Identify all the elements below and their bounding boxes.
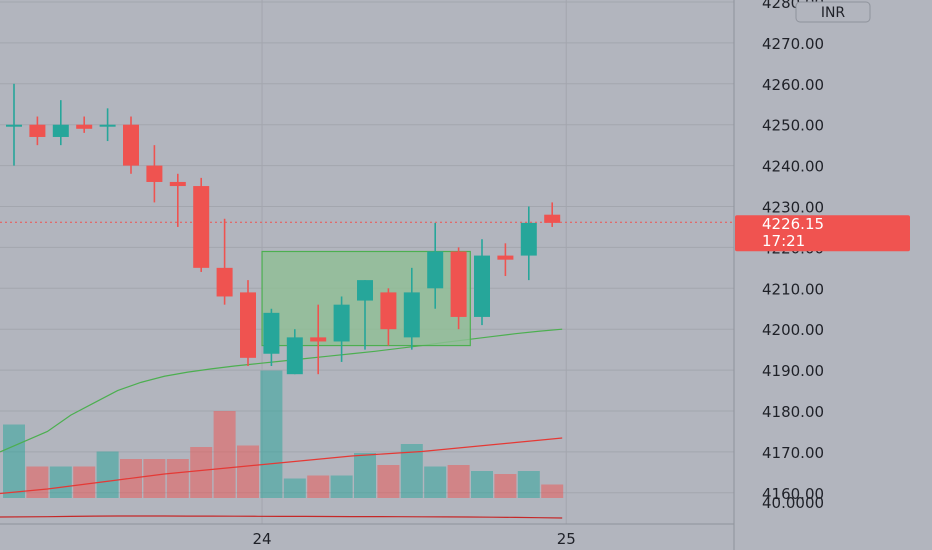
volume-bar	[96, 451, 119, 498]
volume-bar	[354, 453, 376, 498]
volume-moving-average-line	[0, 437, 563, 495]
last-price-badge	[735, 215, 910, 252]
candle-body	[544, 214, 561, 223]
candle-body	[286, 337, 303, 375]
candle-body	[357, 280, 373, 301]
volume-bar	[190, 447, 213, 498]
volume-bar	[330, 475, 353, 498]
candle-body	[310, 337, 327, 342]
volume-bar	[213, 411, 236, 498]
volume-bar	[447, 465, 470, 498]
volume-bar	[143, 459, 166, 498]
volume-bar	[260, 370, 283, 498]
volume-bar	[471, 471, 493, 498]
price-tick-label: 4230.00	[762, 199, 824, 217]
volume-bar	[400, 444, 423, 498]
currency-selector-frame[interactable]	[795, 1, 871, 23]
price-tick-label: 4200.00	[762, 321, 824, 339]
volume-bar	[283, 478, 306, 498]
candle-body	[497, 255, 514, 260]
price-tick-label: 4210.00	[762, 280, 824, 298]
candle-body	[146, 165, 163, 182]
volume-bars	[3, 370, 564, 498]
volume-bar	[166, 459, 189, 498]
candle-body	[427, 251, 444, 289]
time-tick-label: 25	[557, 530, 576, 548]
time-axis[interactable]: 24 25	[252, 530, 575, 548]
price-tick-label: 4170.00	[762, 444, 824, 462]
price-tick-label: 4160.00	[762, 485, 824, 503]
price-tick-label: 4240.00	[762, 158, 824, 176]
candle-body	[263, 312, 280, 354]
candle-body	[216, 267, 233, 297]
candle-body	[380, 292, 397, 330]
candle-body	[123, 124, 139, 166]
candle-body	[474, 255, 490, 317]
candle-body	[169, 181, 186, 187]
candle-body	[520, 222, 537, 256]
volume-bar	[26, 466, 49, 498]
candle-body	[450, 251, 467, 317]
last-price-countdown: 17:21	[762, 232, 805, 250]
currency-selector[interactable]: INR	[795, 1, 871, 23]
price-tick-label: 4270.00	[762, 35, 824, 53]
volume-bar	[73, 466, 96, 498]
candle-body	[29, 124, 46, 137]
candle-body	[403, 292, 420, 338]
candle-body	[333, 304, 350, 342]
volume-bar	[541, 484, 564, 498]
price-tick-label: 4250.00	[762, 117, 824, 135]
volume-bar	[424, 466, 447, 498]
volume-bar	[3, 424, 25, 498]
currency-label[interactable]: INR	[821, 5, 846, 21]
price-tick-label: 4190.00	[762, 362, 824, 380]
candle-body	[193, 186, 210, 268]
price-tick-label: 4180.00	[762, 403, 824, 421]
time-tick-label: 24	[252, 530, 271, 548]
volume-bar	[237, 445, 259, 498]
price-tick-label: 4260.00	[762, 76, 824, 94]
volume-bar	[494, 474, 517, 498]
volume-bar	[377, 465, 400, 498]
candle-body	[6, 124, 22, 127]
volume-bar	[49, 466, 72, 498]
candle-body	[99, 124, 116, 127]
indicator-line	[0, 515, 563, 519]
candle-body	[52, 124, 69, 137]
last-price-value: 4226.15	[762, 215, 824, 233]
indicator-scale-label: 40.0000	[762, 494, 824, 512]
volume-bar	[517, 471, 540, 498]
candle-body	[76, 124, 93, 129]
candlesticks	[6, 83, 561, 375]
chart-grid	[0, 0, 734, 524]
volume-bar	[307, 475, 330, 498]
candle-body	[240, 292, 256, 358]
